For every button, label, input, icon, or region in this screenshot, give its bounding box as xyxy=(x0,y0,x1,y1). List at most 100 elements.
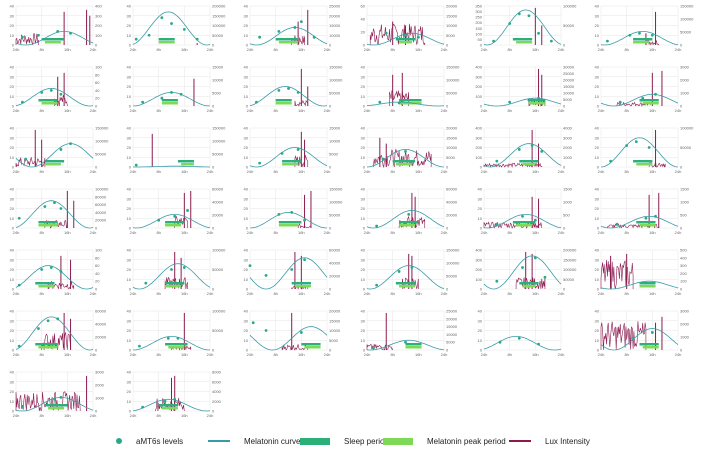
right-tick-label: 25000 xyxy=(446,309,458,314)
amt6-point xyxy=(609,159,613,163)
right-tick-label: 1000 xyxy=(680,200,690,205)
right-tick-label: 0 xyxy=(329,287,332,292)
sleep-bar xyxy=(165,221,185,224)
left-tick-label: 20 xyxy=(361,328,366,333)
amt6-point xyxy=(641,96,645,100)
lux-dense-series xyxy=(155,397,185,412)
right-tick-label: 3000 xyxy=(680,65,690,70)
sleep-bar xyxy=(44,404,68,407)
right-tick-label: 200 xyxy=(95,23,102,28)
amt6-point xyxy=(543,275,547,279)
right-tick-label: 150000 xyxy=(329,65,343,70)
melatonin-curve xyxy=(483,255,562,290)
right-tick-label: 100000 xyxy=(212,23,226,28)
amt6-point xyxy=(625,144,629,147)
amt6-point xyxy=(296,90,300,94)
amt6-point xyxy=(638,31,641,35)
lux-dense-series xyxy=(515,277,546,290)
sleep-bar xyxy=(278,221,302,224)
right-tick-label: 3000 xyxy=(563,135,573,140)
legend: aMT6s levels Melatonin curve Sleep perio… xyxy=(0,434,702,448)
sleep-bar xyxy=(399,221,419,224)
amt6-point xyxy=(280,151,284,155)
right-tick-label: 0 xyxy=(329,104,332,109)
left-tick-label: 10 xyxy=(361,338,366,343)
x-tick-label: 16h xyxy=(181,413,188,418)
amt6-point xyxy=(173,397,177,401)
left-tick-label: 20 xyxy=(244,84,249,89)
legend-item-amt6: aMT6s levels xyxy=(116,434,183,448)
left-tick-label: 0 xyxy=(363,226,366,231)
melatonin-peak-bar xyxy=(278,224,299,227)
melatonin-curve xyxy=(366,339,445,351)
left-tick-label: 100 xyxy=(475,94,482,99)
melatonin-curve xyxy=(249,211,328,229)
left-tick-label: 0 xyxy=(363,43,366,48)
x-tick-label: 16h xyxy=(64,47,71,52)
lux-dense-series xyxy=(600,259,634,290)
sleep-bar xyxy=(512,38,533,41)
x-tick-label: 24h xyxy=(481,230,488,235)
x-tick-label: 16h xyxy=(415,352,422,357)
right-tick-label: 0 xyxy=(446,348,449,353)
x-tick-label: 8h xyxy=(624,291,628,296)
right-tick-label: 100000 xyxy=(446,261,460,266)
right-tick-label: 60000 xyxy=(446,187,458,192)
x-tick-label: 8h xyxy=(39,169,43,174)
left-tick-label: 10 xyxy=(595,33,600,38)
left-tick-label: 10 xyxy=(127,216,132,221)
right-tick-label: 50000 xyxy=(563,23,575,28)
amt6-point xyxy=(195,37,199,41)
right-tick-label: 60000 xyxy=(212,187,224,192)
x-tick-label: 24h xyxy=(247,230,254,235)
x-tick-label: 24h xyxy=(130,352,137,357)
melatonin-peak-bar xyxy=(399,41,412,44)
melatonin-curve xyxy=(366,148,445,168)
left-tick-label: 30 xyxy=(595,74,600,79)
right-tick-label: 20000 xyxy=(95,335,107,340)
sleep-bar xyxy=(35,282,55,285)
x-tick-label: 16h xyxy=(181,108,188,113)
right-tick-label: 80 xyxy=(95,72,100,77)
right-tick-label: 15000 xyxy=(329,126,341,131)
legend-label-melatonin: Melatonin curve xyxy=(244,436,301,446)
right-tick-label: 0 xyxy=(95,409,98,414)
right-tick-label: 50000 xyxy=(329,91,341,96)
left-tick-label: 20 xyxy=(361,206,366,211)
lux-dense-series xyxy=(164,276,188,290)
right-tick-label: 5000 xyxy=(329,152,339,157)
x-tick-label: 8h xyxy=(624,169,628,174)
right-tick-label: 50000 xyxy=(563,277,575,282)
right-tick-label: 15000 xyxy=(446,324,458,329)
amt6-point xyxy=(21,35,24,39)
x-tick-label: 24h xyxy=(675,230,682,235)
left-tick-label: 250 xyxy=(475,15,482,20)
melatonin-peak-bar xyxy=(165,224,182,227)
lux-dense-series xyxy=(369,23,426,46)
amt6-point xyxy=(170,268,173,271)
melatonin-curve xyxy=(366,101,445,107)
left-tick-label: 0 xyxy=(597,104,600,109)
melatonin-curve xyxy=(600,280,679,290)
melatonin-curve xyxy=(249,326,328,351)
amt6-point xyxy=(17,344,21,348)
melatonin-peak-bar xyxy=(41,102,58,105)
melatonin-curve xyxy=(15,143,94,168)
legend-label-peak: Melatonin peak period xyxy=(427,436,506,446)
left-tick-label: 300 xyxy=(475,9,482,14)
left-tick-label: 20 xyxy=(595,267,600,272)
left-tick-label: 40 xyxy=(595,309,600,314)
left-tick-label: 0 xyxy=(597,165,600,170)
left-tick-label: 10 xyxy=(595,216,600,221)
left-tick-label: 0 xyxy=(12,226,15,231)
right-tick-label: 500 xyxy=(680,213,687,218)
sleep-bar xyxy=(44,160,65,163)
right-tick-label: 15000 xyxy=(329,318,341,323)
right-tick-label: 25000 xyxy=(563,71,575,76)
sleep-bar xyxy=(519,160,539,163)
right-tick-label: 2000 xyxy=(680,322,690,327)
x-tick-label: 24h xyxy=(364,169,371,174)
amt6-point xyxy=(147,33,151,37)
